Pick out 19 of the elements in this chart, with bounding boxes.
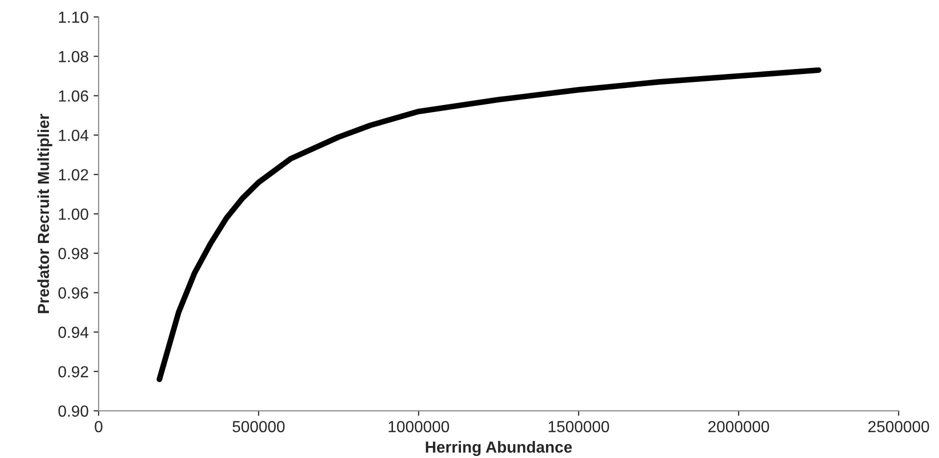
y-tick-label: 0.94 (58, 326, 88, 338)
y-tick-label: 1.02 (59, 169, 88, 180)
x-tick-label: 0 (94, 420, 102, 432)
y-tick-label: 1.06 (59, 90, 88, 102)
y-tick-label: 0.96 (58, 287, 88, 299)
y-tick-label: 0.90 (58, 405, 88, 417)
x-tick-label: 1500000 (548, 420, 610, 432)
y-tick-label: 0.92 (58, 366, 88, 378)
y-axis-title: Predator Recruit Multiplier (37, 114, 52, 314)
x-axis-title: Herring Abundance (426, 440, 572, 456)
y-tick-label: 1.08 (59, 50, 88, 62)
x-tick-label: 1000000 (388, 420, 450, 432)
x-tick-label: 2500000 (868, 420, 930, 432)
y-tick-label: 1.00 (59, 208, 88, 220)
y-tick-label: 1.10 (59, 12, 88, 23)
y-tick-label: 0.98 (58, 248, 88, 260)
y-tick-label: 1.04 (59, 130, 88, 142)
x-tick-label: 2000000 (708, 420, 770, 432)
x-tick-label: 500000 (232, 420, 285, 432)
